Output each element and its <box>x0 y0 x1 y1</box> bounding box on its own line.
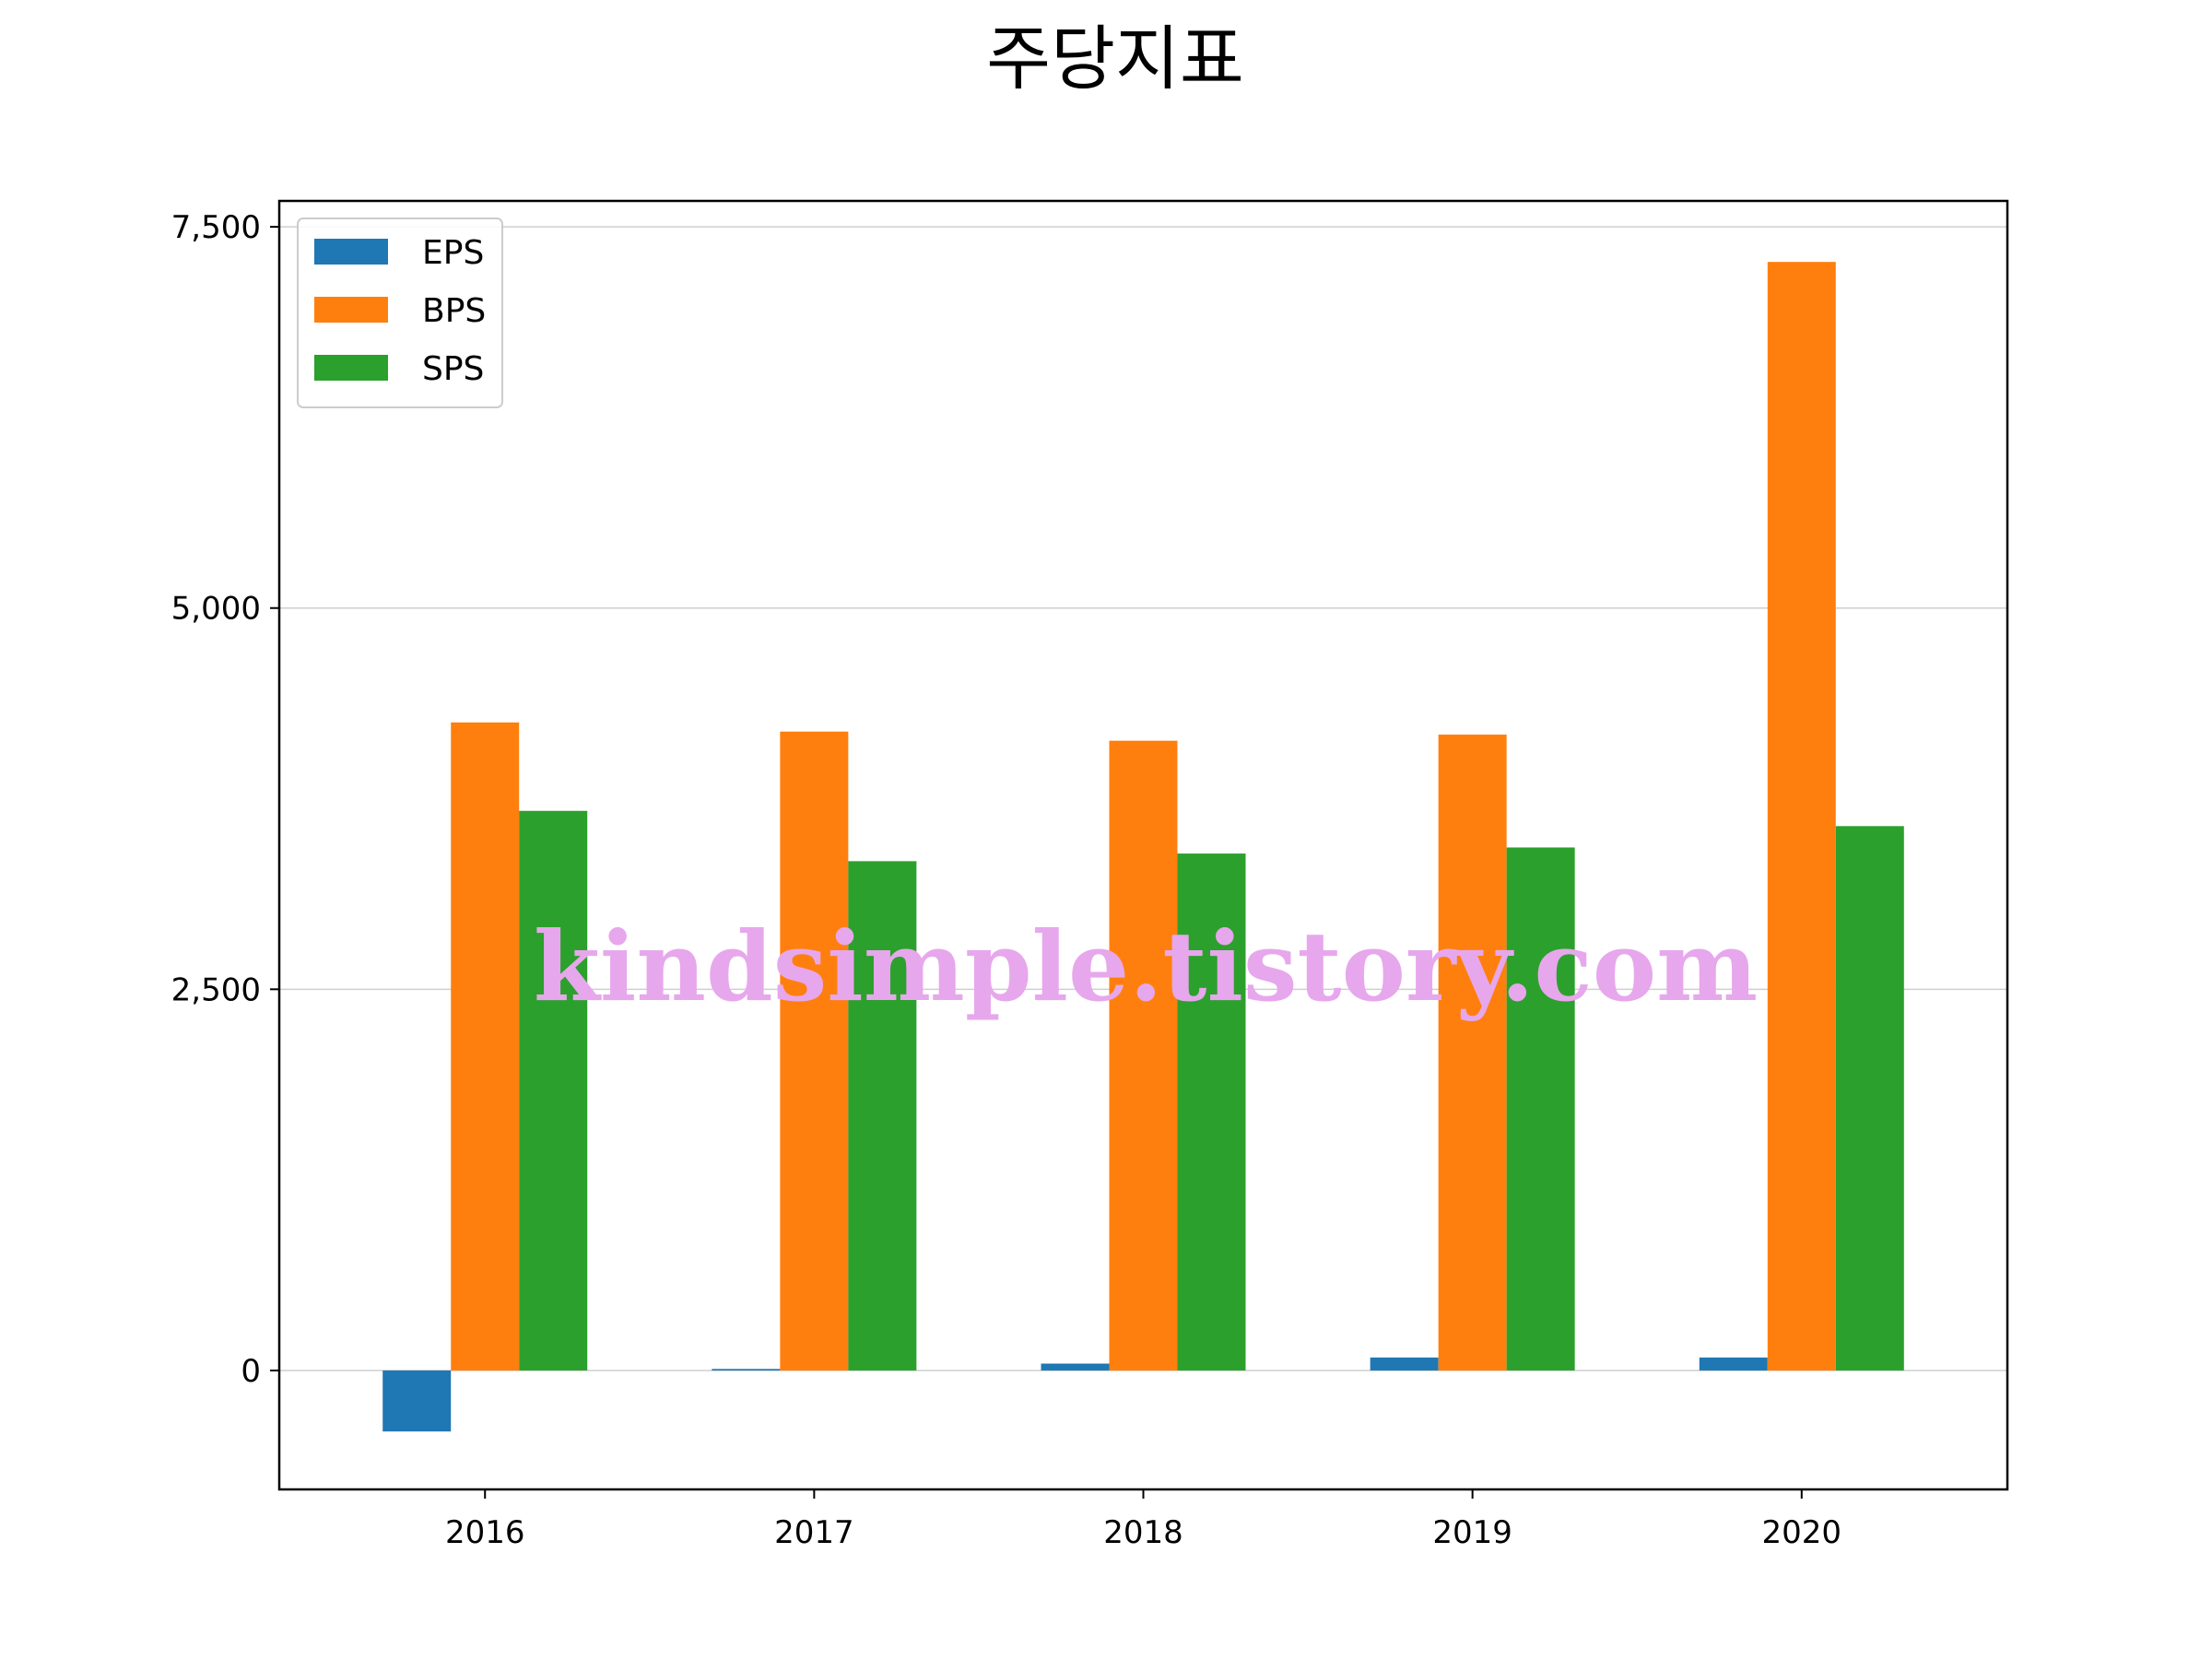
x-tick-label: 2019 <box>1432 1514 1512 1551</box>
bar-sps-2020 <box>1835 826 1904 1371</box>
legend-label-eps: EPS <box>422 234 484 272</box>
y-tick-label: 2,500 <box>171 971 261 1008</box>
bar-bps-2018 <box>1109 740 1178 1371</box>
bar-eps-2018 <box>1041 1363 1110 1371</box>
chart-title: 주당지표 <box>986 18 1244 100</box>
legend-swatch-sps <box>314 355 388 381</box>
legend-label-sps: SPS <box>422 350 484 388</box>
bar-eps-2020 <box>1699 1357 1768 1371</box>
legend: EPS BPS SPS <box>297 218 503 408</box>
bar-eps-2016 <box>382 1370 452 1432</box>
bar-bps-2017 <box>780 731 849 1371</box>
legend-swatch-bps <box>314 297 388 323</box>
bar-sps-2016 <box>519 810 588 1371</box>
bar-bps-2019 <box>1438 735 1507 1371</box>
x-tick-label: 2018 <box>1103 1514 1183 1551</box>
bar-eps-2017 <box>712 1369 781 1371</box>
y-tick-label: 0 <box>241 1353 261 1390</box>
legend-label-bps: BPS <box>422 292 486 330</box>
legend-swatch-eps <box>314 239 388 265</box>
bars <box>382 262 1904 1432</box>
y-tick-label: 5,000 <box>171 591 261 628</box>
watermark-text: kindsimple.tistory.com <box>534 910 1758 1023</box>
x-tick-label: 2020 <box>1762 1514 1842 1551</box>
axes: 0 2,500 5,000 7,500 2016 2017 2018 2019 2020 <box>171 209 1841 1551</box>
x-tick-label: 2016 <box>445 1514 525 1551</box>
bar-sps-2018 <box>1177 853 1246 1371</box>
x-tick-label: 2017 <box>774 1514 854 1551</box>
y-tick-label: 7,500 <box>171 209 261 246</box>
bar-eps-2019 <box>1370 1357 1439 1371</box>
bar-sps-2017 <box>848 861 917 1371</box>
bar-bps-2020 <box>1767 262 1836 1371</box>
bar-bps-2016 <box>451 722 520 1371</box>
bar-sps-2019 <box>1506 847 1575 1371</box>
